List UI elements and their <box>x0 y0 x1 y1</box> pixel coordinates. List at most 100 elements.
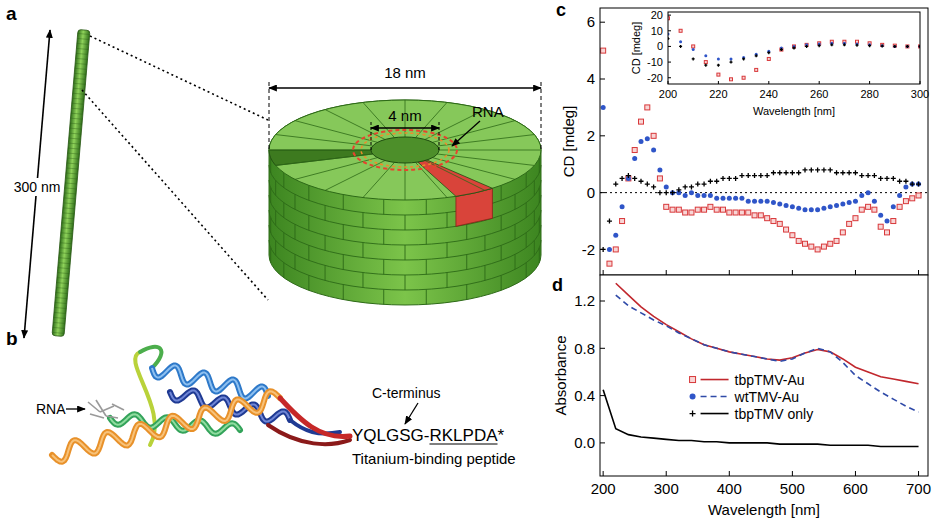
marker <box>613 233 618 238</box>
marker <box>632 148 637 153</box>
zero-line <box>600 192 928 193</box>
marker <box>765 173 770 178</box>
rod-ring <box>70 118 82 119</box>
coil <box>140 347 161 368</box>
marker <box>755 54 758 57</box>
marker <box>645 105 650 110</box>
brick-seam <box>466 255 467 270</box>
coil <box>280 398 350 437</box>
rod-ring <box>70 123 82 124</box>
subunit-edge <box>405 163 406 200</box>
panel-a: a300 nm18 nm4 nmRNA <box>6 3 541 338</box>
marker <box>657 176 662 181</box>
rod-ring <box>74 78 86 79</box>
rod-ring <box>59 258 71 259</box>
marker <box>639 119 644 124</box>
marker <box>714 196 719 201</box>
brick-seam <box>283 233 284 248</box>
marker <box>809 244 814 249</box>
x-tick <box>668 81 669 84</box>
marker <box>878 213 883 218</box>
arrow <box>66 408 85 409</box>
marker <box>903 184 908 189</box>
rod-ring <box>67 163 79 164</box>
marker <box>916 182 921 187</box>
brick-seam <box>308 185 309 200</box>
marker <box>868 43 871 46</box>
x-tick <box>855 471 856 476</box>
x-tick-label: 500 <box>780 480 805 497</box>
brick-seam <box>534 180 535 195</box>
marker <box>704 54 707 57</box>
marker <box>771 219 776 224</box>
rod-ring <box>62 223 74 224</box>
brick-seam <box>447 243 448 258</box>
subunit-edge <box>416 162 448 197</box>
brick-seam <box>362 273 363 288</box>
marker <box>620 176 625 181</box>
marker <box>777 170 782 175</box>
x-tick-label: 400 <box>717 480 742 497</box>
marker <box>651 148 656 153</box>
plot-frame <box>600 275 928 476</box>
brick-seam <box>484 235 485 250</box>
y-tick <box>600 135 605 136</box>
marker <box>679 45 682 48</box>
marker <box>746 210 751 215</box>
marker <box>906 45 909 48</box>
marker <box>834 170 839 175</box>
brick-seam <box>383 289 384 304</box>
marker <box>664 190 669 195</box>
panel-label: d <box>552 275 563 295</box>
marker <box>796 206 801 211</box>
marker <box>828 167 833 172</box>
brick-seam <box>343 285 344 300</box>
subunit-edge <box>325 161 385 191</box>
disk-top <box>269 100 541 200</box>
rod-ring <box>73 83 85 84</box>
marker <box>853 216 858 221</box>
rod-ring <box>61 228 73 229</box>
marker <box>689 210 694 215</box>
rod-ring <box>72 98 84 99</box>
brick-seam <box>343 195 344 210</box>
plot-frame <box>600 8 928 275</box>
arrow <box>405 403 418 424</box>
brick-seam <box>325 205 326 220</box>
brick-seam <box>270 188 271 203</box>
rod-ring <box>71 108 83 109</box>
marker <box>692 57 695 60</box>
marker <box>657 190 662 195</box>
subunit-edge <box>433 121 516 143</box>
brick-seam <box>294 224 295 239</box>
marker <box>708 179 713 184</box>
marker <box>793 47 796 50</box>
rod-ring <box>73 93 85 94</box>
rna-stick <box>96 400 106 416</box>
subunit-edge <box>439 150 541 151</box>
length-label: 300 nm <box>14 179 61 195</box>
brick-seam <box>362 213 363 228</box>
brick-seam <box>539 218 540 233</box>
marker <box>906 45 909 48</box>
marker <box>601 247 606 252</box>
rod-ring <box>75 68 87 69</box>
rod-ring <box>56 288 68 289</box>
rod-ring <box>59 253 71 254</box>
peptide-sequence: YQLGSG-RKLPDA* <box>352 426 505 445</box>
marker <box>897 179 902 184</box>
marker <box>626 173 631 178</box>
y-tick-label: 10 <box>651 25 663 37</box>
marker <box>866 173 871 178</box>
marker <box>607 261 612 266</box>
rod-ring <box>73 88 85 89</box>
brick-seam <box>466 285 467 300</box>
marker <box>847 200 852 205</box>
marker <box>695 207 700 212</box>
brick-seam <box>270 218 271 233</box>
brick-seam <box>383 259 384 274</box>
marker <box>885 219 890 224</box>
rod-ring <box>55 298 67 299</box>
y-tick <box>600 348 605 349</box>
marker <box>847 221 852 226</box>
